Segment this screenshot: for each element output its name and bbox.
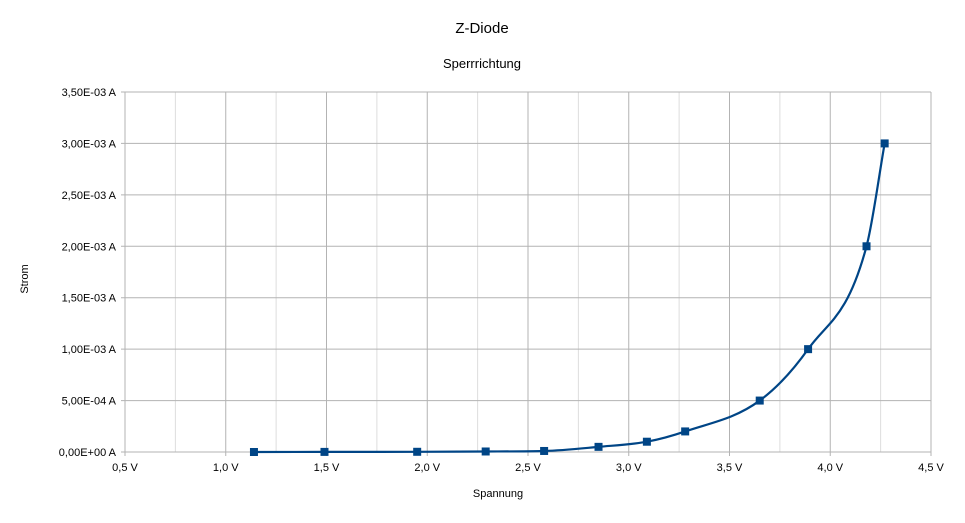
series-layer [249, 139, 889, 456]
data-point [320, 447, 329, 456]
x-tick-label: 1,0 V [213, 462, 239, 474]
data-point [540, 446, 549, 455]
data-point [413, 447, 422, 456]
data-point [755, 396, 764, 405]
y-tick-label: 3,50E-03 A [62, 87, 117, 99]
data-point [249, 448, 258, 456]
y-tick-label: 5,00E-04 A [62, 396, 117, 408]
data-point [481, 447, 490, 456]
x-tick-label: 3,0 V [616, 462, 642, 474]
data-point [642, 437, 651, 446]
y-tick-label: 1,50E-03 A [62, 293, 117, 305]
x-tick-label: 4,5 V [918, 462, 944, 474]
x-tick-label: 2,5 V [515, 462, 541, 474]
x-tick-label: 0,5 V [112, 462, 138, 474]
data-point [681, 427, 690, 436]
chart-subtitle: Sperrrichtung [443, 56, 521, 71]
axis-layer: 0,5 V 1,0 V 1,5 V 2,0 V 2,5 V 3,0 V 3,5 V 4,0 V… [59, 87, 945, 474]
y-tick-label: 2,50E-03 A [62, 190, 117, 202]
series-line [253, 143, 886, 454]
x-tick-label: 3,5 V [717, 462, 743, 474]
x-tick-label: 4,0 V [817, 462, 843, 474]
y-tick-label: 0,00E+00 A [59, 447, 117, 459]
y-tick-label: 2,00E-03 A [62, 241, 117, 253]
grid-layer [121, 91, 932, 456]
x-tick-label: 1,5 V [314, 462, 340, 474]
y-axis-label: Strom [19, 264, 31, 293]
data-point [862, 242, 871, 251]
label-layer: Z-Diode Sperrrichtung Spannung Strom [19, 20, 523, 500]
data-point [594, 442, 603, 451]
y-tick-label: 1,00E-03 A [62, 344, 117, 356]
y-tick-label: 3,00E-03 A [62, 138, 117, 150]
x-tick-label: 2,0 V [414, 462, 440, 474]
data-point [804, 345, 813, 354]
x-axis-label: Spannung [473, 488, 523, 500]
data-point [880, 139, 889, 148]
chart-title: Z-Diode [455, 20, 508, 37]
